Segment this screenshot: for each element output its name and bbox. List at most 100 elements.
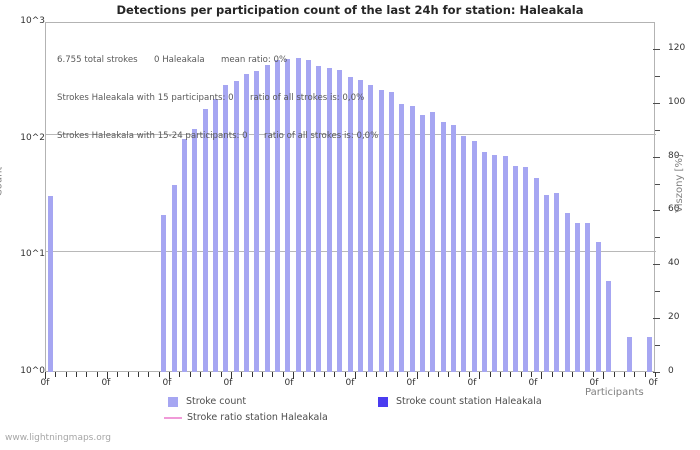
x-axis-tick (65, 372, 67, 377)
footer-url: www.lightningmaps.org (5, 433, 111, 443)
x-axis-tick (179, 372, 181, 377)
y-axis-left-tick-label: 10^2 (20, 132, 45, 143)
x-axis-tick (355, 372, 357, 379)
x-axis-label: Participants (585, 387, 644, 398)
x-axis-tick (220, 372, 222, 377)
bar (574, 222, 580, 372)
y-axis-right-tick-label: 0 (668, 366, 674, 376)
bar (461, 136, 467, 372)
y-axis-right: 120 100 80 60 40 20 0 (653, 22, 700, 376)
bar (502, 156, 508, 372)
x-axis-tick (613, 372, 615, 377)
x-axis-tick (76, 372, 78, 377)
bar-series (45, 22, 655, 372)
x-axis-tick (251, 372, 253, 377)
y-axis-right-minor-tick (655, 75, 660, 77)
x-axis-tick (644, 372, 646, 377)
x-axis-tick (210, 372, 212, 377)
x-axis-tick (158, 372, 160, 377)
bar (533, 178, 539, 372)
x-axis-tick (55, 372, 57, 377)
bar (213, 98, 219, 372)
bar (306, 60, 312, 372)
x-axis-tick (169, 372, 171, 379)
y-axis-right-tick (653, 264, 660, 266)
bar (233, 81, 239, 372)
x-axis-tick (479, 372, 481, 379)
x-axis-tick-label: 0f (223, 378, 233, 388)
annotation-block: 6.755 total strokes 0 Haleakala mean rat… (57, 29, 378, 168)
x-axis-tick-label: 0f (406, 378, 416, 388)
bar (264, 64, 270, 372)
x-axis-tick (520, 372, 522, 377)
legend-item-stroke-count-station[interactable]: Stroke count station Haleakala (378, 396, 542, 407)
chart-title: Detections per participation count of th… (116, 3, 584, 17)
bar (285, 59, 291, 372)
bar (605, 281, 611, 372)
bar (254, 71, 260, 372)
x-axis-tick (200, 372, 202, 377)
x-axis-tick (458, 372, 460, 377)
bar (244, 73, 250, 372)
bar (368, 84, 374, 372)
x-axis-tick (334, 372, 336, 377)
x-axis-tick (582, 372, 584, 377)
legend-item-stroke-count[interactable]: Stroke count (168, 396, 246, 407)
x-axis-tick (623, 372, 625, 377)
x-axis-tick (189, 372, 191, 377)
bar (378, 90, 384, 372)
legend-label: Stroke count (186, 396, 247, 407)
annotation-line-1: 6.755 total strokes 0 Haleakala mean rat… (57, 55, 288, 66)
y-axis-left: 10^3 10^2 10^1 10^0 (0, 16, 45, 376)
bar (440, 121, 446, 372)
x-axis-tick-label: 0f (528, 378, 538, 388)
x-axis-tick (530, 372, 532, 377)
x-axis-tick (510, 372, 512, 377)
x-axis-tick (303, 372, 305, 377)
bar (585, 222, 591, 372)
x-axis-tick-label: 0f (589, 378, 599, 388)
legend-item-stroke-ratio-station[interactable]: Stroke ratio station Haleakala (164, 412, 328, 423)
x-axis-tick (417, 372, 419, 379)
y-axis-right-tick (653, 318, 660, 320)
x-axis-tick (499, 372, 501, 377)
legend-label: Stroke ratio station Haleakala (187, 412, 328, 423)
y-axis-right-tick (653, 48, 660, 50)
y-axis-left-tick-label: 10^3 (20, 16, 45, 26)
bar (202, 108, 208, 372)
bar (523, 167, 529, 372)
y-axis-left-tick-label: 10^0 (20, 366, 45, 376)
bar (192, 129, 198, 372)
y-axis-right-tick-label: 80 (668, 150, 680, 161)
bar (275, 60, 281, 372)
x-axis-tick (127, 372, 129, 377)
bar (409, 106, 415, 372)
x-axis-tick (406, 372, 408, 377)
bar (47, 196, 53, 372)
x-axis-tick (551, 372, 553, 377)
bar (492, 155, 498, 372)
x-axis-tick (437, 372, 439, 377)
bar (171, 185, 177, 372)
y-axis-right-tick (653, 210, 660, 212)
bar (161, 215, 167, 372)
y-axis-right-tick (653, 102, 660, 104)
bar (430, 111, 436, 372)
x-axis-tick (396, 372, 398, 377)
x-axis-tick (634, 372, 636, 377)
x-axis-tick-label: 0f (40, 378, 50, 388)
y-axis-right-tick-label: 40 (668, 258, 680, 269)
x-axis-tick (386, 372, 388, 377)
bar (564, 213, 570, 372)
x-axis-tick-label: 0f (648, 378, 658, 388)
y-axis-right-minor-tick (655, 237, 660, 239)
y-axis-right-tick-label: 20 (668, 312, 680, 323)
x-axis-tick-label: 0f (101, 378, 111, 388)
bar (543, 194, 549, 372)
x-axis-ticks (45, 372, 656, 380)
bar (337, 69, 343, 372)
annotation-line-3: Strokes Haleakala with 15-24 participant… (57, 130, 379, 141)
x-axis-tick (365, 372, 367, 377)
bar (316, 65, 322, 372)
x-axis-tick (231, 372, 233, 379)
